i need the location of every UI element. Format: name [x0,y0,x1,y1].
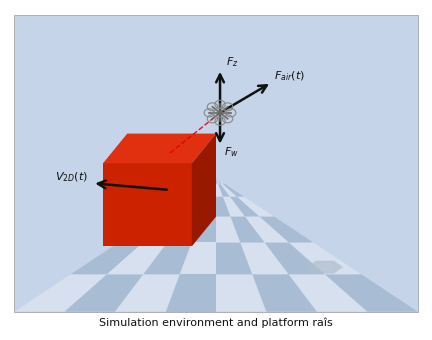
Polygon shape [210,178,216,183]
Polygon shape [216,197,231,217]
Polygon shape [103,163,192,246]
Polygon shape [216,178,220,183]
Polygon shape [240,242,289,274]
Polygon shape [188,183,210,197]
Polygon shape [216,274,267,312]
Polygon shape [222,183,244,197]
Polygon shape [192,134,216,246]
Polygon shape [231,217,265,242]
Polygon shape [165,274,216,312]
Text: $F_z$: $F_z$ [226,56,239,69]
Polygon shape [209,183,216,197]
Polygon shape [265,242,325,274]
Polygon shape [212,178,216,183]
Polygon shape [216,178,218,183]
Polygon shape [167,217,201,242]
Polygon shape [119,217,172,242]
Polygon shape [103,134,216,163]
Polygon shape [307,261,343,274]
Polygon shape [143,217,187,242]
Polygon shape [289,274,367,312]
FancyBboxPatch shape [14,15,418,312]
Polygon shape [216,178,222,183]
Text: $F_{air}(t)$: $F_{air}(t)$ [274,69,305,83]
Polygon shape [143,242,192,274]
Polygon shape [216,242,252,274]
Polygon shape [202,183,214,197]
Polygon shape [65,274,143,312]
Polygon shape [172,197,202,217]
Text: $V_{2D}(t)$: $V_{2D}(t)$ [55,170,88,184]
Polygon shape [115,274,180,312]
Polygon shape [195,183,212,197]
Polygon shape [192,217,216,242]
Text: Simulation environment and platform raîs: Simulation environment and platform raîs [99,318,333,328]
Polygon shape [325,274,418,312]
Polygon shape [216,183,223,197]
Polygon shape [180,242,216,274]
Polygon shape [245,217,289,242]
Polygon shape [158,197,195,217]
Polygon shape [187,197,209,217]
Polygon shape [220,183,237,197]
Polygon shape [289,242,361,274]
Polygon shape [216,217,240,242]
Polygon shape [208,178,216,183]
Polygon shape [216,178,224,183]
Polygon shape [237,197,274,217]
Polygon shape [218,183,230,197]
Polygon shape [214,178,216,183]
Text: $F_w$: $F_w$ [224,145,239,159]
Polygon shape [71,242,143,274]
Polygon shape [230,197,260,217]
Polygon shape [260,217,313,242]
Polygon shape [14,274,107,312]
Polygon shape [201,197,216,217]
Polygon shape [223,197,245,217]
Polygon shape [252,274,317,312]
Polygon shape [107,242,167,274]
